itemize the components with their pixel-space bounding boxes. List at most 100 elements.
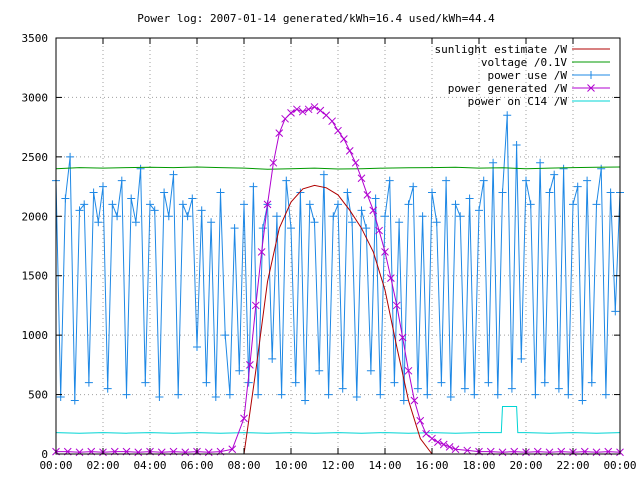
- data-point: [287, 224, 295, 233]
- data-point: [351, 158, 360, 167]
- data-point: [363, 191, 372, 199]
- data-point: [221, 331, 230, 340]
- data-point: [251, 301, 260, 310]
- data-point: [597, 164, 606, 173]
- y-tick-label: 3000: [22, 91, 49, 104]
- data-point: [287, 109, 295, 117]
- data-point: [418, 212, 427, 221]
- data-point: [310, 218, 319, 227]
- data-point: [381, 248, 389, 256]
- data-point: [446, 392, 455, 401]
- data-point: [369, 206, 378, 215]
- data-point: [108, 200, 117, 209]
- data-point: [207, 218, 216, 227]
- data-point: [587, 378, 596, 387]
- data-point: [434, 438, 442, 446]
- data-point: [272, 212, 281, 221]
- data-point: [564, 390, 573, 399]
- data-point: [230, 224, 239, 233]
- data-point: [134, 448, 143, 457]
- legend-marker: [587, 71, 595, 79]
- data-point: [398, 333, 407, 342]
- series-line: [55, 406, 621, 434]
- data-point: [489, 158, 498, 167]
- data-point: [540, 378, 549, 387]
- y-tick-label: 0: [41, 448, 48, 461]
- legend-label: sunlight estimate /W: [435, 43, 568, 56]
- data-point: [103, 384, 112, 393]
- data-point: [164, 212, 173, 221]
- data-point: [428, 188, 436, 197]
- data-point: [432, 218, 441, 227]
- data-point: [257, 248, 266, 256]
- x-tick-label: 12:00: [321, 459, 354, 472]
- data-point: [334, 126, 342, 135]
- data-point: [345, 147, 354, 155]
- data-point: [601, 390, 610, 399]
- legend-item: voltage /0.1V: [481, 56, 610, 69]
- data-point: [423, 390, 432, 399]
- data-point: [216, 188, 225, 197]
- series-line: [55, 166, 621, 170]
- data-point: [291, 378, 300, 387]
- data-point: [117, 176, 126, 185]
- legend-label: power on C14 /W: [468, 95, 568, 108]
- data-point: [197, 206, 206, 215]
- data-point: [89, 188, 98, 197]
- data-point: [385, 176, 394, 185]
- data-point: [319, 170, 328, 179]
- y-tick-label: 1500: [22, 270, 49, 283]
- legend-item: power generated /W: [448, 82, 610, 95]
- data-point: [204, 448, 213, 457]
- data-point: [155, 392, 164, 401]
- data-point: [334, 200, 342, 209]
- data-point: [127, 194, 136, 203]
- x-tick-label: 08:00: [227, 459, 260, 472]
- data-point: [211, 392, 220, 401]
- data-point: [328, 117, 336, 126]
- data-point: [381, 212, 389, 221]
- data-point: [531, 390, 540, 399]
- x-tick-label: 18:00: [462, 459, 495, 472]
- data-point: [228, 445, 237, 454]
- data-point: [503, 111, 512, 120]
- data-point: [160, 188, 169, 197]
- data-point: [254, 390, 263, 399]
- series-1: [243, 184, 433, 455]
- x-tick-label: 06:00: [180, 459, 213, 472]
- legend-label: power generated /W: [448, 82, 568, 95]
- data-point: [545, 188, 554, 197]
- data-point: [235, 366, 244, 375]
- data-point: [375, 226, 383, 235]
- x-tick-label: 04:00: [133, 459, 166, 472]
- data-point: [310, 103, 319, 111]
- data-point: [301, 396, 310, 405]
- data-point: [324, 390, 333, 399]
- legend-item: power use /W: [488, 69, 610, 82]
- data-point: [362, 224, 371, 233]
- data-point: [390, 378, 399, 387]
- data-point: [322, 111, 331, 120]
- axis-ticks: 00:00 02:00 04:00 06:00 08:00 10:00 12:00 14:00…: [22, 32, 637, 472]
- data-point: [268, 354, 277, 363]
- data-point: [298, 107, 307, 116]
- data-point: [569, 200, 577, 209]
- data-point: [61, 194, 70, 203]
- x-tick-label: 02:00: [86, 459, 119, 472]
- data-point: [376, 390, 385, 399]
- series-2: [55, 166, 621, 170]
- data-point: [240, 414, 248, 423]
- data-point: [592, 200, 601, 209]
- data-point: [293, 105, 301, 114]
- data-point: [445, 443, 454, 451]
- series-5: [55, 406, 621, 434]
- data-point: [451, 445, 460, 454]
- data-point: [404, 366, 413, 375]
- data-point: [399, 396, 408, 405]
- data-point: [409, 182, 418, 191]
- data-point: [240, 200, 248, 209]
- x-tick-label: 14:00: [368, 459, 401, 472]
- data-point: [146, 200, 154, 209]
- data-point: [437, 378, 446, 387]
